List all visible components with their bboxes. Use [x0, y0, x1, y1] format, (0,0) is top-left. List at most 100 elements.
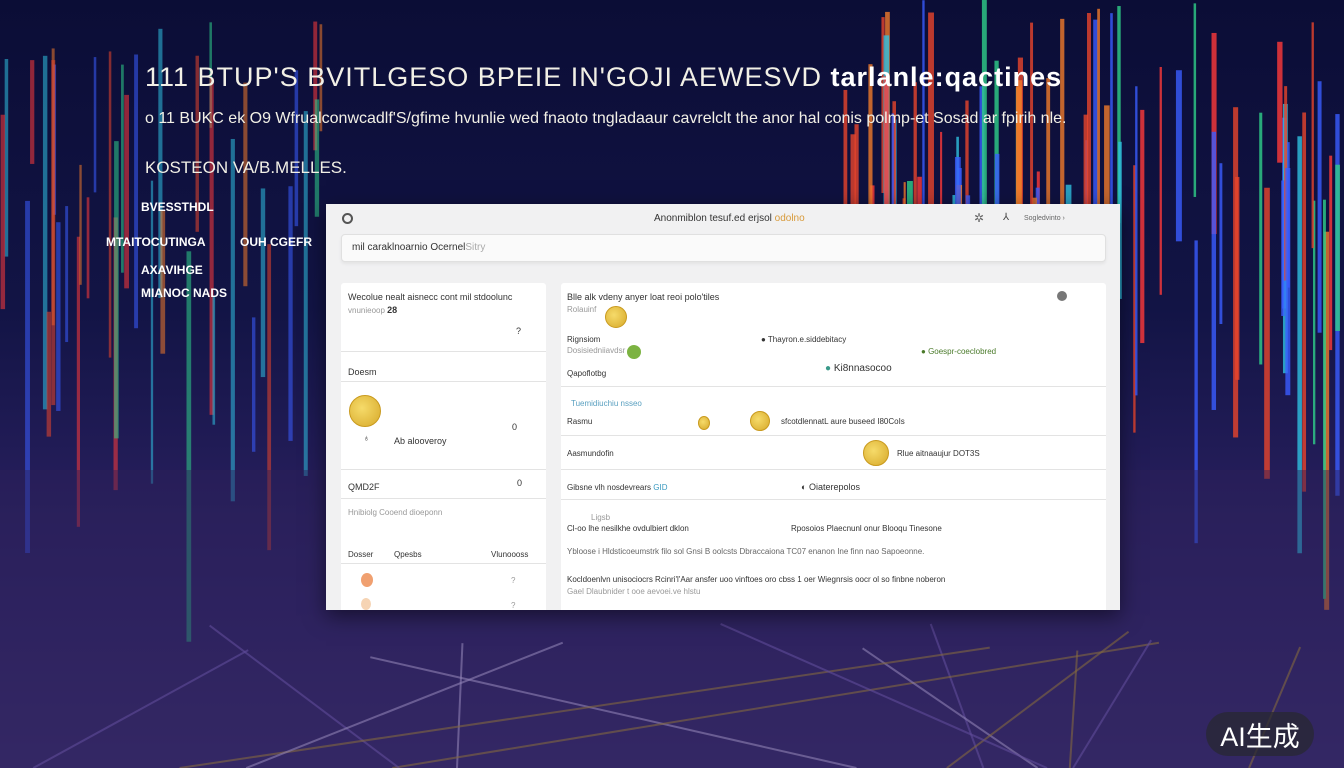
column-header: Vlunoooss [491, 550, 529, 559]
light-bar [1133, 165, 1136, 433]
light-bar [319, 24, 323, 132]
search-input[interactable]: mil caraklnoarnio OcernelSitry [341, 234, 1106, 262]
item-value: 0 [512, 422, 518, 432]
settings-icon[interactable] [1057, 291, 1067, 301]
para-col: Cl-oo lhe nesilkhe ovdulbiert dklon [567, 524, 689, 533]
pin-icon: ♁ [363, 433, 370, 443]
light-bar [294, 70, 299, 227]
window-header: Anonmiblon tesuf.ed erjsol odolno ✲ ⅄ So… [326, 204, 1120, 234]
row-mid: ● Thayron.e.siddebitacy [761, 335, 847, 344]
light-bar [86, 197, 90, 299]
light-bar [913, 82, 917, 237]
light-bar [93, 57, 97, 193]
side-label: OUH CGEFR [240, 235, 312, 249]
row-sub: Tuemidiuchiu nsseo [571, 399, 642, 408]
light-bar [1193, 3, 1197, 197]
light-bar [212, 295, 216, 425]
para-line: Gael Dlaubnider t ooe aevoei.ve hlstu [567, 587, 701, 596]
light-bar [1329, 155, 1333, 351]
coin-icon [750, 411, 770, 431]
light-bar [922, 0, 925, 308]
light-bar [195, 55, 199, 232]
light-bar [4, 58, 9, 257]
light-bar [79, 164, 82, 285]
window-title: Anonmiblon tesuf.ed erjsol odolno [654, 213, 805, 224]
hero-section: KOSTEON VA/B.MELLES. [145, 158, 347, 177]
light-bar [25, 200, 30, 553]
road-line [370, 656, 857, 768]
light-bar [42, 55, 48, 410]
coin-icon [698, 416, 710, 430]
light-bar [1083, 114, 1089, 236]
light-bar [30, 60, 35, 164]
light-bar [121, 64, 124, 273]
light-bar [150, 180, 154, 484]
light-bar [0, 114, 6, 310]
road-line [392, 641, 1160, 768]
column-header: Dosser [348, 550, 374, 559]
gear-icon[interactable]: ✲ [974, 211, 985, 225]
section-title: Doesm [348, 367, 377, 377]
left-card-heading: Wecolue nealt aisnecc cont mil stdoolunc [348, 292, 513, 302]
light-bar [1104, 105, 1110, 262]
light-bar [243, 82, 248, 287]
status-dot [361, 598, 371, 610]
coin-icon [863, 440, 889, 466]
row-mid: ◐ Oiaterepolos [801, 482, 860, 492]
light-bar [1030, 22, 1034, 299]
light-bar [1264, 187, 1270, 479]
road-line [245, 641, 564, 768]
ai-generated-badge: AI生成 [1206, 712, 1314, 756]
light-bar [134, 54, 139, 329]
light-bar [1175, 70, 1182, 242]
row-right: Rlue aitnaaujur DOT3S [897, 449, 980, 458]
status-dot [361, 573, 373, 587]
divider [561, 435, 1106, 436]
left-card-sub: vnunieoop 28 [348, 305, 398, 315]
divider [341, 563, 546, 564]
light-bar [1324, 231, 1330, 610]
left-card: Wecolue nealt aisnecc cont mil stdoolunc… [341, 283, 546, 610]
light-bar [303, 111, 308, 476]
light-bar [313, 21, 318, 151]
divider [561, 499, 1106, 500]
divider [561, 469, 1106, 470]
hero-subtitle: o 11 BUKC ek O9 Wfrualconwcadlf'S/gfime … [145, 110, 1067, 127]
side-label: MTAITOCUTINGA [106, 235, 206, 249]
light-bar [1117, 6, 1121, 224]
side-label: MIANOC NADS [141, 286, 227, 300]
coin-icon [605, 306, 627, 328]
light-bar [1317, 81, 1322, 333]
light-bar [46, 311, 52, 437]
light-bar [56, 222, 61, 411]
row-label: Rasmu [567, 417, 593, 426]
light-bar [1135, 86, 1138, 396]
hero-title: 111 BTUP'S BVITLGESO BPEIE IN'GOJI AEWES… [145, 62, 1063, 92]
light-bar [1219, 163, 1223, 325]
account-link[interactable]: Sogledvinto › [1024, 215, 1065, 222]
light-bar [124, 94, 129, 289]
light-bar [209, 22, 212, 128]
light-bar [1335, 164, 1340, 331]
light-bar [114, 141, 119, 439]
back-circle-icon[interactable] [342, 213, 353, 224]
road-line [32, 649, 249, 768]
divider [341, 381, 546, 382]
help-icon[interactable]: ? [516, 326, 522, 336]
light-bar [1159, 66, 1162, 295]
section-title: QMD2F [348, 482, 380, 492]
light-bar [881, 17, 885, 193]
light-bar [1302, 112, 1307, 492]
road-line [720, 623, 1048, 768]
light-bar [1211, 131, 1217, 410]
light-bar [267, 244, 272, 551]
road-line [929, 623, 985, 768]
row-action[interactable]: ? [511, 576, 516, 585]
user-icon[interactable]: ⅄ [1003, 212, 1010, 223]
row-action[interactable]: ? [511, 601, 516, 610]
row-label: Qapoflotbg [567, 369, 607, 378]
divider [341, 498, 546, 499]
light-bar [251, 317, 256, 452]
right-card: Blle alk vdeny anyer loat reoi polo'tile… [561, 283, 1106, 610]
para-label: Ligsb [591, 513, 611, 522]
